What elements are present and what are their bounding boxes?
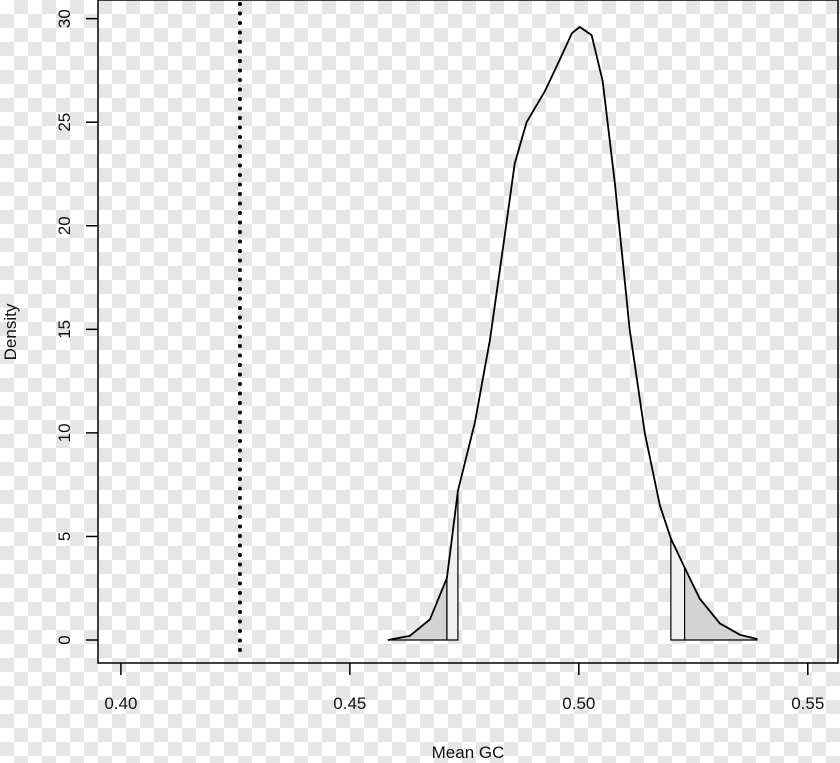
density-curve: [387, 25, 758, 641]
y-tick-label: 30: [55, 9, 74, 28]
y-tick-label: 10: [55, 423, 74, 442]
y-tick-label: 5: [55, 532, 74, 541]
plot-frame: [97, 0, 839, 664]
x-tick-label: 0.40: [104, 694, 137, 713]
y-tick-label: 25: [55, 113, 74, 132]
x-axis-label: Mean GC: [432, 743, 505, 762]
x-tick-label: 0.45: [333, 694, 366, 713]
y-tick-label: 20: [55, 216, 74, 235]
y-tick-label: 0: [55, 635, 74, 644]
y-axis-label: Density: [1, 303, 20, 360]
shaded-region: [683, 567, 758, 641]
x-tick-label: 0.50: [562, 694, 595, 713]
x-tick-label: 0.55: [791, 694, 824, 713]
y-tick-label: 15: [55, 320, 74, 339]
